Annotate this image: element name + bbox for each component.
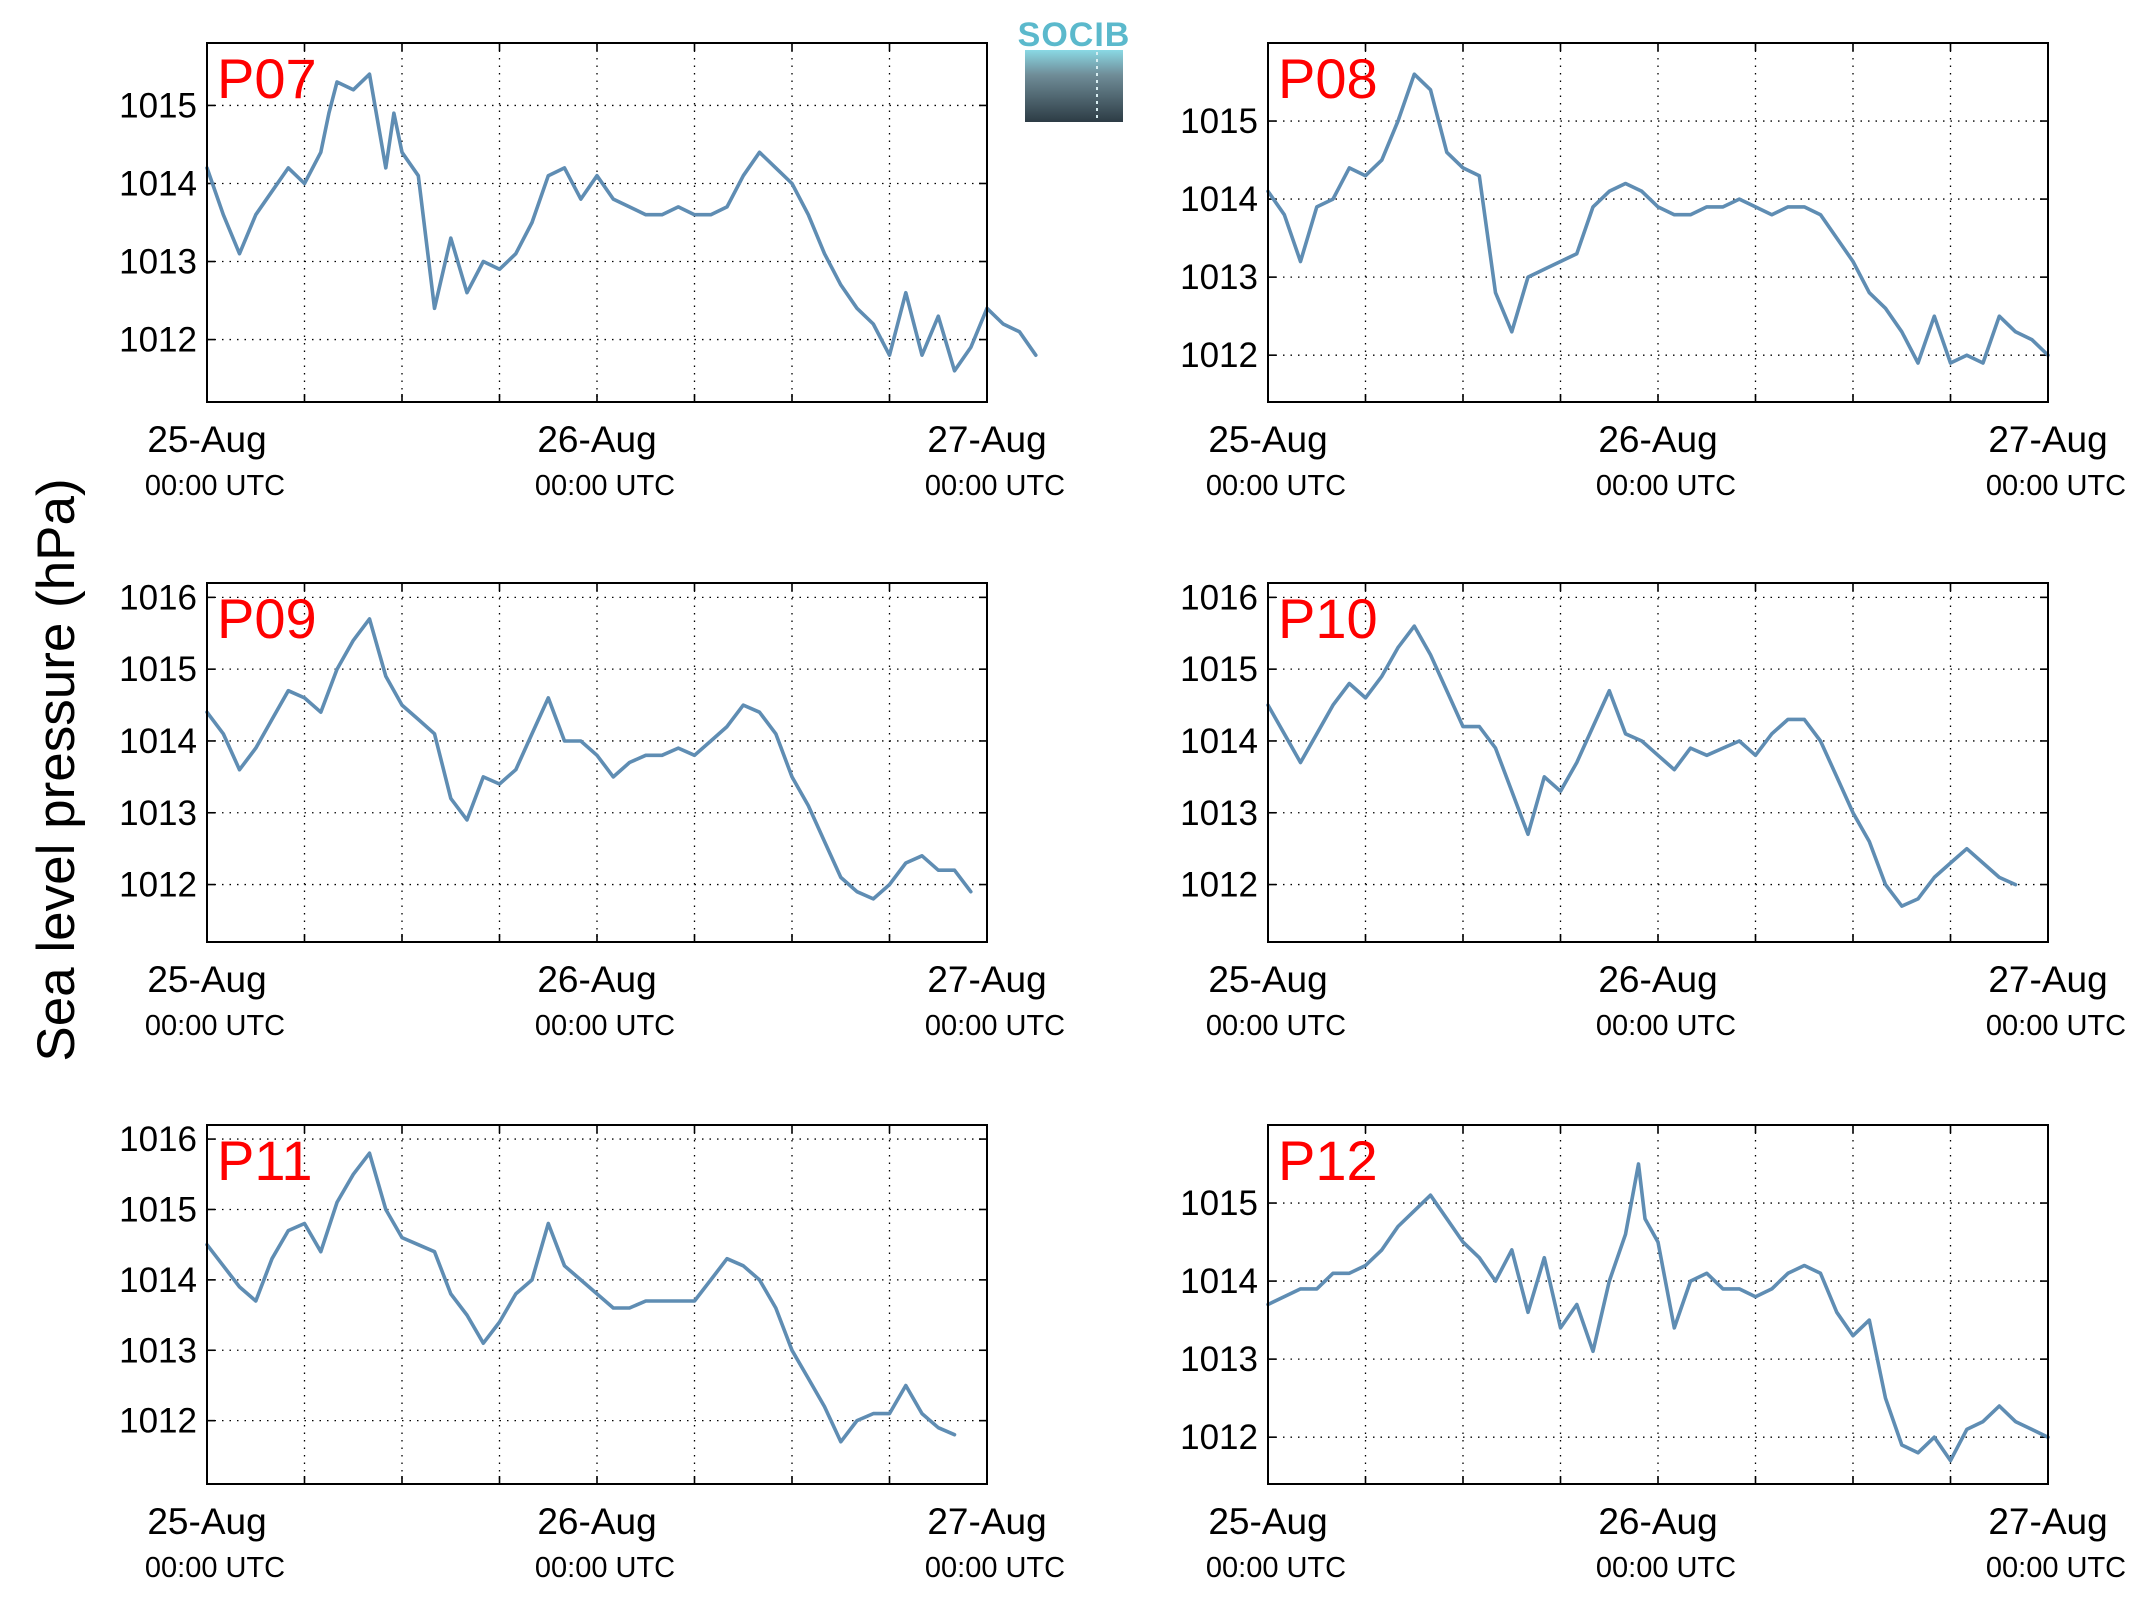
axes-frame <box>1267 1124 2049 1485</box>
panel-label: P07 <box>217 47 317 110</box>
x-tick-label-time: 00:00 UTC <box>925 470 1065 502</box>
y-tick-label: 1013 <box>1180 794 1258 833</box>
x-tick-label-date: 26-Aug <box>537 419 656 460</box>
x-tick-label-time: 00:00 UTC <box>1206 470 1346 502</box>
x-tick-label-time: 00:00 UTC <box>925 1552 1065 1584</box>
axes-frame <box>1267 42 2049 403</box>
y-tick-label: 1014 <box>119 164 197 203</box>
x-tick-label-time: 00:00 UTC <box>145 470 285 502</box>
x-tick-label-date: 25-Aug <box>147 1501 266 1542</box>
panels: 1012 1013 1014 1015 25-Aug 00:00 UTC 26-Aug 00:… <box>119 42 2126 1584</box>
panel-label: P08 <box>1278 47 1378 110</box>
y-tick-label: 1013 <box>119 1331 197 1370</box>
y-tick-label: 1015 <box>119 1190 197 1229</box>
x-tick-label-date: 26-Aug <box>537 959 656 1000</box>
x-tick-label-time: 00:00 UTC <box>535 1010 675 1042</box>
x-tick-label-time: 00:00 UTC <box>925 1010 1065 1042</box>
x-tick-label-date: 26-Aug <box>1598 419 1717 460</box>
x-tick-label-time: 00:00 UTC <box>1206 1010 1346 1042</box>
x-tick-label-date: 27-Aug <box>927 959 1046 1000</box>
plot-area <box>1268 583 2048 942</box>
x-tick-label-time: 00:00 UTC <box>535 470 675 502</box>
series-line <box>205 72 1038 373</box>
socib-logo: SOCIB <box>1018 16 1131 122</box>
chart-panel-p12: 1012 1013 1014 1015 25-Aug 00:00 UTC 26-Aug 00:… <box>1180 1124 2126 1584</box>
y-tick-label: 1012 <box>119 1402 197 1441</box>
x-tick-label-time: 00:00 UTC <box>145 1552 285 1584</box>
x-tick-label-date: 25-Aug <box>1208 959 1327 1000</box>
y-tick-label: 1014 <box>119 722 197 761</box>
x-tick-label-time: 00:00 UTC <box>145 1010 285 1042</box>
x-tick-label-time: 00:00 UTC <box>1986 1010 2126 1042</box>
socib-logo-text: SOCIB <box>1018 16 1131 54</box>
x-tick-label-date: 25-Aug <box>1208 419 1327 460</box>
x-tick-label-date: 25-Aug <box>1208 1501 1327 1542</box>
y-tick-label: 1015 <box>119 650 197 689</box>
x-tick-label-time: 00:00 UTC <box>1596 470 1736 502</box>
x-tick-label-time: 00:00 UTC <box>1596 1552 1736 1584</box>
y-tick-label: 1015 <box>1180 1184 1258 1223</box>
plot-area <box>207 583 987 942</box>
chart-panel-p10: 1012 1013 1014 1015 1016 25-Aug 00:00 UTC 26-Au… <box>1180 578 2126 1042</box>
y-tick-label: 1014 <box>1180 722 1258 761</box>
x-tick-label-time: 00:00 UTC <box>1596 1010 1736 1042</box>
y-tick-label: 1012 <box>119 321 197 360</box>
chart-panel-p09: 1012 1013 1014 1015 1016 25-Aug 00:00 UTC 26-Au… <box>119 578 1065 1042</box>
chart-panel-p08: 1012 1013 1014 1015 25-Aug 00:00 UTC 26-Aug 00:… <box>1180 42 2126 502</box>
panel-label: P09 <box>217 587 317 650</box>
x-tick-label-date: 27-Aug <box>927 419 1046 460</box>
series-line <box>1266 1162 2050 1463</box>
y-tick-label: 1014 <box>119 1261 197 1300</box>
axes-frame <box>206 42 988 403</box>
x-tick-label-time: 00:00 UTC <box>1986 1552 2126 1584</box>
x-tick-label-date: 26-Aug <box>537 1501 656 1542</box>
y-tick-label: 1014 <box>1180 1262 1258 1301</box>
x-tick-label-date: 27-Aug <box>1988 419 2107 460</box>
plot-area <box>207 43 987 402</box>
panel-label: P12 <box>1278 1129 1378 1192</box>
axes-frame <box>206 582 988 943</box>
y-tick-label: 1016 <box>1180 578 1258 617</box>
series-line <box>205 617 973 901</box>
y-tick-label: 1015 <box>1180 102 1258 141</box>
plot-area <box>207 1125 987 1484</box>
y-tick-label: 1014 <box>1180 180 1258 219</box>
y-tick-label: 1013 <box>119 794 197 833</box>
panel-label: P10 <box>1278 587 1378 650</box>
x-tick-label-date: 25-Aug <box>147 959 266 1000</box>
x-tick-label-time: 00:00 UTC <box>1986 470 2126 502</box>
x-tick-label-time: 00:00 UTC <box>535 1552 675 1584</box>
chart-panel-p07: 1012 1013 1014 1015 25-Aug 00:00 UTC 26-Aug 00:… <box>119 42 1065 502</box>
x-tick-label-date: 26-Aug <box>1598 1501 1717 1542</box>
x-tick-label-date: 27-Aug <box>927 1501 1046 1542</box>
y-axis-label: Sea level pressure (hPa) <box>27 478 86 1061</box>
y-tick-label: 1016 <box>119 578 197 617</box>
y-tick-label: 1012 <box>1180 866 1258 905</box>
y-tick-label: 1012 <box>1180 336 1258 375</box>
series-line <box>205 1151 957 1444</box>
y-tick-label: 1012 <box>1180 1418 1258 1457</box>
x-tick-label-time: 00:00 UTC <box>1206 1552 1346 1584</box>
y-tick-label: 1015 <box>1180 650 1258 689</box>
y-tick-label: 1015 <box>119 86 197 125</box>
axes-frame <box>1267 582 2049 943</box>
panel-label: P11 <box>217 1129 312 1192</box>
chart-panel-p11: 1012 1013 1014 1015 1016 25-Aug 00:00 UTC 26-Au… <box>119 1120 1065 1584</box>
x-tick-label-date: 27-Aug <box>1988 1501 2107 1542</box>
plot-area <box>1268 1125 2048 1484</box>
x-tick-label-date: 27-Aug <box>1988 959 2107 1000</box>
axes-frame <box>206 1124 988 1485</box>
series-line <box>1266 72 2050 365</box>
plot-area <box>1268 43 2048 402</box>
x-tick-label-date: 25-Aug <box>147 419 266 460</box>
y-tick-label: 1013 <box>1180 258 1258 297</box>
series-line <box>1266 624 2018 908</box>
y-tick-label: 1016 <box>119 1120 197 1159</box>
x-tick-label-date: 26-Aug <box>1598 959 1717 1000</box>
y-tick-label: 1012 <box>119 866 197 905</box>
y-tick-label: 1013 <box>119 243 197 282</box>
y-tick-label: 1013 <box>1180 1340 1258 1379</box>
